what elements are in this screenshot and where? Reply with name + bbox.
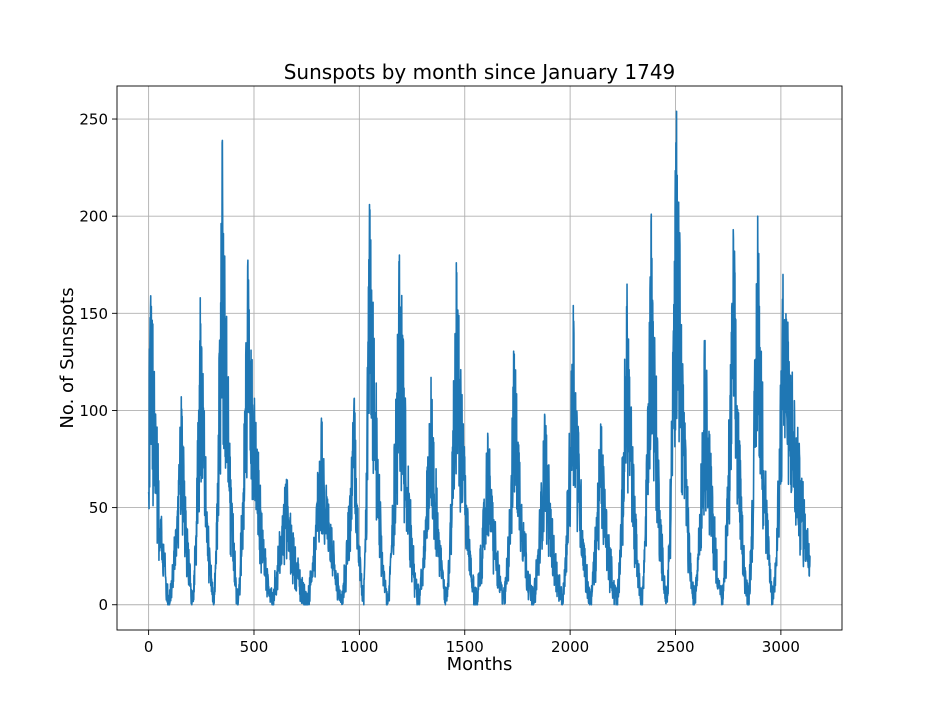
series-line [147, 110, 811, 606]
y-tick-label: 100 [79, 402, 108, 420]
x-axis: 0 500 1000 1500 2000 2500 3000 [144, 630, 800, 656]
y-tick-label: 200 [79, 208, 108, 226]
x-axis-label: Months [447, 654, 513, 675]
y-tick-label: 250 [79, 111, 108, 129]
x-tick-label: 500 [240, 638, 269, 656]
series-layer [147, 110, 811, 606]
plot-frame [116, 85, 843, 631]
x-tick-label: 1000 [340, 638, 378, 656]
y-tick-label: 150 [79, 305, 108, 323]
x-tick-label: 2500 [656, 638, 694, 656]
chart-title: Sunspots by month since January 1749 [284, 60, 676, 84]
x-tick-label: 2000 [551, 638, 589, 656]
y-tick-label: 0 [98, 596, 108, 614]
x-tick-label: 0 [144, 638, 154, 656]
x-tick-label: 3000 [762, 638, 800, 656]
y-axis: 0 50 100 150 200 250 [79, 111, 117, 614]
x-tick-label: 1500 [446, 638, 484, 656]
y-tick-label: 50 [89, 499, 108, 517]
y-axis-label: No. of Sunspots [57, 287, 78, 428]
